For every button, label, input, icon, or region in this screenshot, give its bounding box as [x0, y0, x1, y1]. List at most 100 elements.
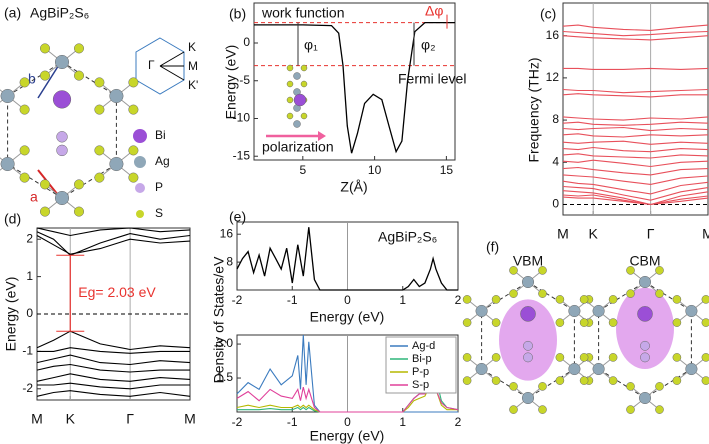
atom	[555, 295, 565, 304]
atom	[538, 289, 547, 298]
data-line	[563, 67, 709, 70]
atom-legend: S	[155, 206, 163, 220]
legend-label: S-p	[412, 379, 429, 391]
y-tick-label: 4	[552, 154, 559, 168]
panel-title: AgBiP₂S₆	[30, 5, 89, 21]
atom	[109, 88, 124, 104]
y-tick-label: 1	[26, 269, 33, 283]
atom	[592, 304, 605, 318]
atom	[19, 145, 30, 156]
atom	[491, 318, 501, 327]
atom	[94, 172, 105, 183]
y-axis-label: Energy (eV)	[3, 277, 19, 352]
data-line	[562, 24, 709, 31]
atom	[509, 266, 518, 275]
data-line	[562, 93, 708, 98]
atom	[0, 88, 15, 104]
x-tick-label: M	[31, 411, 43, 427]
atom	[608, 318, 618, 327]
data-line	[562, 133, 709, 138]
atom	[73, 206, 85, 217]
data-line	[562, 153, 709, 159]
atom	[94, 77, 105, 88]
data-line	[562, 116, 709, 121]
data-line	[36, 390, 191, 397]
y-tick-label: 16	[220, 226, 234, 240]
y-tick-label: -2	[22, 381, 33, 395]
bz-label: M	[188, 59, 198, 73]
atom	[462, 318, 472, 327]
data-line	[562, 196, 709, 206]
atom	[568, 362, 581, 376]
x-tick-label: -2	[232, 293, 243, 307]
x-tick-label: -1	[287, 415, 298, 429]
atom	[128, 77, 139, 88]
atom	[19, 77, 30, 88]
atom	[579, 318, 589, 327]
data-line	[562, 159, 709, 168]
y-tick-label: 0	[26, 306, 33, 320]
atom	[626, 266, 635, 275]
atom	[655, 289, 664, 298]
atom	[685, 304, 698, 318]
atom	[293, 120, 301, 128]
annotation: Δφ	[425, 3, 443, 19]
atom	[286, 96, 294, 104]
data-line	[562, 190, 709, 206]
atom	[638, 391, 652, 405]
data-line	[562, 126, 709, 132]
panel-label: (a)	[4, 5, 21, 21]
x-tick-label: -2	[232, 415, 243, 429]
atom	[491, 295, 501, 304]
atom	[701, 353, 709, 362]
x-tick-label: 15	[440, 163, 454, 177]
legend-label: P-p	[412, 366, 429, 378]
data-line	[36, 363, 190, 373]
atom	[701, 376, 709, 385]
atom	[94, 104, 105, 115]
atom	[626, 382, 635, 391]
y-tick-label: 8	[552, 112, 559, 126]
x-tick-label: M	[557, 226, 569, 242]
y-tick-label: 0	[552, 197, 559, 211]
atom	[462, 376, 472, 385]
atom	[701, 318, 709, 327]
annotation: Fermi level	[398, 71, 466, 87]
y-tick-label: -15	[233, 148, 251, 162]
y-tick-label: 8	[226, 254, 233, 268]
atom	[39, 43, 51, 54]
atom	[128, 172, 139, 183]
atom	[19, 104, 30, 115]
atom	[640, 340, 650, 351]
atom	[39, 70, 51, 81]
y-tick-label: -1	[22, 344, 33, 358]
atom-legend: Bi	[155, 128, 166, 142]
y-axis-label: Frequency (THz)	[526, 57, 542, 162]
atom	[608, 376, 618, 385]
data-line	[236, 227, 458, 291]
atom	[523, 340, 533, 351]
x-axis-label: Energy (eV)	[310, 309, 385, 325]
atom	[56, 131, 68, 143]
atom	[462, 295, 472, 304]
atom	[94, 145, 105, 156]
data-line	[36, 231, 191, 256]
x-tick-label: M	[184, 411, 196, 427]
x-tick-label: 10	[368, 163, 382, 177]
atom	[73, 70, 85, 81]
data-line	[36, 330, 191, 351]
atom	[579, 376, 589, 385]
lattice-label: b	[28, 71, 36, 87]
atom	[286, 64, 294, 72]
data-line	[562, 88, 709, 94]
data-line	[562, 180, 709, 195]
atom	[300, 64, 308, 72]
atom	[555, 318, 565, 327]
annotation: φ₂	[421, 37, 436, 53]
y-tick-label: 2	[26, 231, 33, 245]
data-line	[562, 166, 709, 176]
atom	[128, 104, 139, 115]
atom	[300, 112, 308, 120]
atom-legend: Ag	[155, 154, 170, 168]
legend-label: Ag-d	[412, 340, 435, 352]
